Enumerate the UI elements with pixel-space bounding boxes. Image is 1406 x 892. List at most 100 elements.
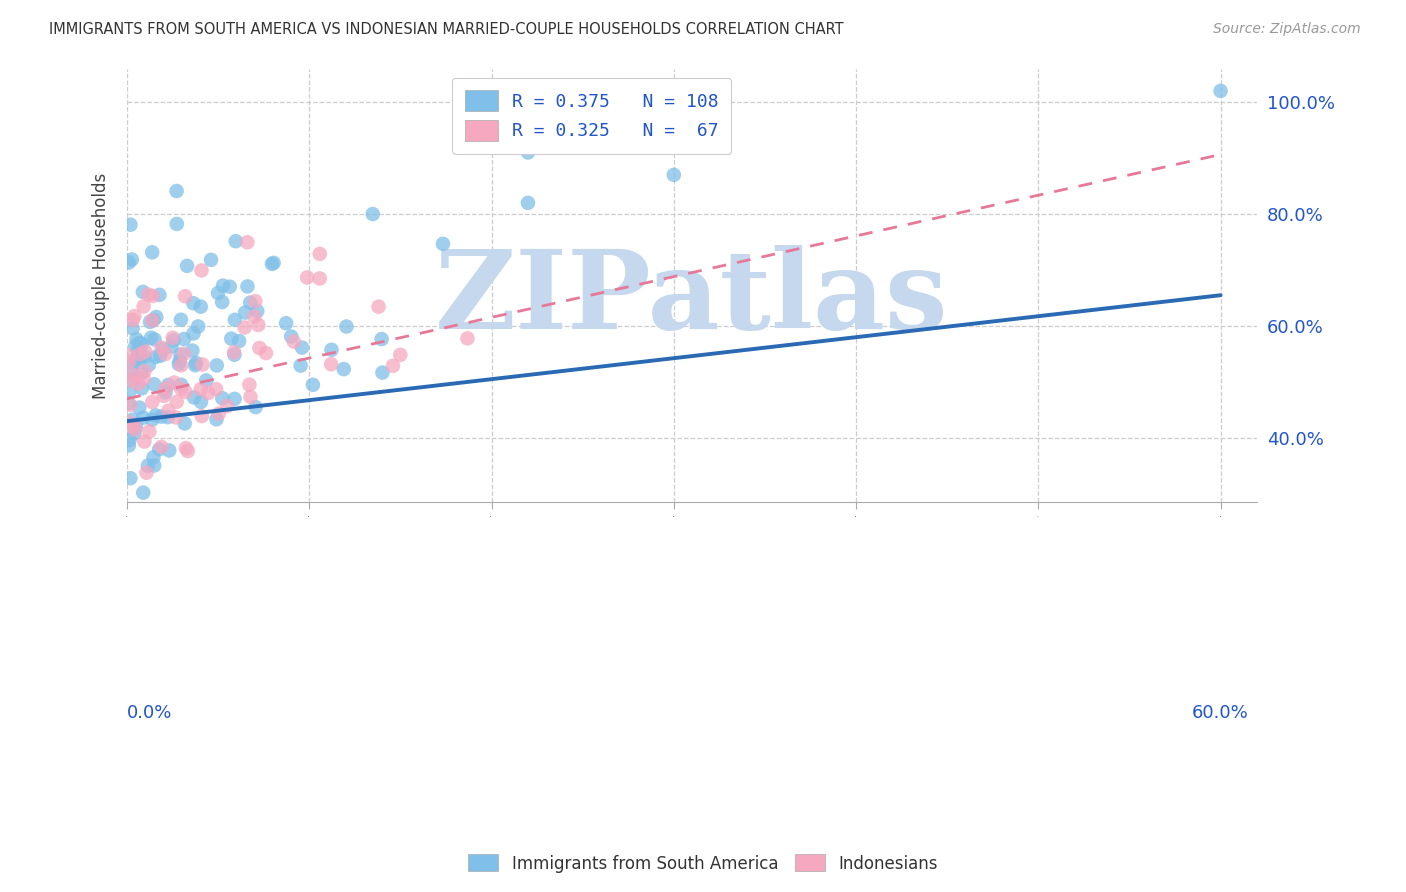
Point	[517, 195, 540, 210]
Text: ZIPatlas: ZIPatlas	[436, 245, 949, 352]
Point	[222, 345, 245, 359]
Point	[155, 381, 177, 395]
Point	[166, 184, 188, 198]
Point	[125, 420, 148, 434]
Point	[121, 321, 143, 335]
Point	[169, 348, 191, 362]
Point	[165, 410, 187, 425]
Point	[129, 348, 152, 362]
Point	[143, 458, 166, 473]
Point	[211, 391, 233, 405]
Point	[274, 316, 297, 330]
Text: 0.0%: 0.0%	[127, 704, 173, 722]
Point	[127, 376, 149, 391]
Point	[321, 343, 343, 357]
Point	[211, 295, 233, 310]
Point	[217, 399, 239, 413]
Point	[142, 313, 165, 327]
Point	[132, 285, 155, 299]
Point	[283, 334, 305, 349]
Point	[127, 343, 149, 357]
Point	[145, 350, 167, 364]
Point	[361, 207, 384, 221]
Point	[184, 358, 207, 372]
Point	[207, 285, 229, 300]
Point	[239, 295, 262, 310]
Point	[142, 450, 165, 465]
Point	[124, 426, 146, 441]
Point	[118, 354, 141, 368]
Point	[238, 377, 260, 392]
Point	[173, 332, 195, 346]
Point	[141, 245, 163, 260]
Point	[321, 357, 343, 371]
Point	[173, 417, 195, 431]
Point	[136, 458, 159, 473]
Point	[224, 348, 246, 362]
Point	[371, 366, 394, 380]
Point	[239, 390, 262, 404]
Point	[128, 335, 150, 350]
Legend: Immigrants from South America, Indonesians: Immigrants from South America, Indonesia…	[461, 847, 945, 880]
Point	[149, 349, 172, 363]
Y-axis label: Married-couple Households: Married-couple Households	[93, 172, 110, 399]
Point	[170, 359, 193, 373]
Point	[184, 356, 207, 370]
Point	[174, 441, 197, 455]
Point	[120, 365, 142, 379]
Point	[162, 331, 184, 345]
Point	[129, 347, 152, 361]
Point	[122, 419, 145, 434]
Point	[120, 398, 142, 412]
Point	[150, 440, 173, 454]
Point	[170, 312, 193, 326]
Point	[233, 305, 256, 319]
Point	[456, 331, 478, 345]
Point	[190, 263, 212, 277]
Text: IMMIGRANTS FROM SOUTH AMERICA VS INDONESIAN MARRIED-COUPLE HOUSEHOLDS CORRELATIO: IMMIGRANTS FROM SOUTH AMERICA VS INDONES…	[49, 22, 844, 37]
Point	[181, 343, 204, 358]
Point	[157, 443, 180, 458]
Point	[370, 332, 392, 346]
Point	[121, 412, 143, 426]
Point	[174, 289, 197, 303]
Point	[187, 319, 209, 334]
Text: 60.0%: 60.0%	[1192, 704, 1249, 722]
Point	[335, 319, 357, 334]
Point	[381, 359, 404, 373]
Point	[160, 339, 183, 353]
Point	[118, 433, 141, 447]
Point	[183, 391, 205, 405]
Point	[308, 271, 330, 285]
Point	[169, 354, 191, 368]
Point	[150, 341, 173, 355]
Point	[141, 313, 163, 327]
Point	[136, 287, 159, 301]
Point	[134, 434, 156, 449]
Point	[177, 444, 200, 458]
Point	[367, 300, 389, 314]
Point	[225, 234, 247, 248]
Point	[162, 334, 184, 348]
Point	[205, 382, 228, 396]
Point	[145, 310, 167, 324]
Point	[302, 377, 325, 392]
Point	[183, 326, 205, 341]
Point	[118, 415, 141, 429]
Point	[205, 359, 228, 373]
Point	[142, 289, 165, 303]
Point	[118, 385, 141, 400]
Point	[157, 404, 180, 418]
Point	[128, 401, 150, 415]
Point	[131, 337, 153, 351]
Point	[190, 300, 212, 314]
Point	[205, 412, 228, 426]
Point	[218, 279, 240, 293]
Point	[127, 352, 149, 367]
Point	[167, 357, 190, 371]
Point	[245, 400, 267, 414]
Point	[156, 410, 179, 425]
Point	[176, 259, 198, 273]
Point	[224, 392, 246, 406]
Point	[155, 347, 177, 361]
